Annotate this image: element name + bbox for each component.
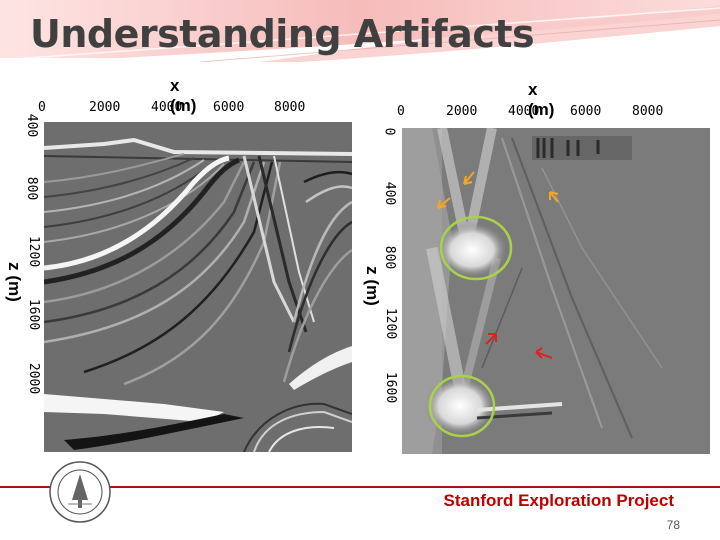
right-x-tick: 8000 xyxy=(632,104,664,119)
right-x-tick: 6000 xyxy=(570,104,602,119)
right-z-tick: 1200 xyxy=(383,307,399,340)
footer-org-name: Stanford Exploration Project xyxy=(443,491,674,510)
page-number: 78 xyxy=(666,518,680,532)
slide-title: Understanding Artifacts xyxy=(30,12,535,56)
left-z-tick: 800 xyxy=(24,176,40,201)
left-x-tick: 0 xyxy=(38,100,46,115)
left-migrated-image xyxy=(44,122,352,452)
right-x-tick: 4000 xyxy=(508,104,540,119)
arrow-icon xyxy=(437,171,559,209)
left-z-tick: 1200 xyxy=(26,235,42,268)
left-x-tick: 4000 xyxy=(151,100,183,115)
artifact-circle-lower xyxy=(428,374,496,438)
stanford-seal-icon xyxy=(49,461,111,523)
left-x-tick: 6000 xyxy=(213,100,245,115)
right-x-axis-title: x (m) xyxy=(528,80,555,119)
right-z-axis-title: z (m) xyxy=(362,266,382,306)
left-x-axis-title: x (m) xyxy=(170,76,197,115)
right-z-tick: 400 xyxy=(382,181,398,206)
right-x-tick: 2000 xyxy=(446,104,478,119)
left-z-tick: 2000 xyxy=(26,362,42,395)
left-z-tick: 400 xyxy=(24,113,40,138)
right-z-tick: 800 xyxy=(382,245,398,270)
left-z-tick: 1600 xyxy=(26,298,42,331)
right-z-tick: 0 xyxy=(381,127,397,136)
right-z-tick: 1600 xyxy=(383,371,399,404)
arrow-icon xyxy=(485,333,553,359)
artifact-circle-upper xyxy=(439,215,513,281)
left-x-tick: 2000 xyxy=(89,100,121,115)
footer-divider xyxy=(0,486,720,488)
left-z-axis-title: z (m) xyxy=(4,262,24,302)
title-banner xyxy=(0,0,720,62)
left-x-tick: 8000 xyxy=(274,100,306,115)
right-artifact-image xyxy=(402,128,710,454)
right-x-tick: 0 xyxy=(397,104,405,119)
